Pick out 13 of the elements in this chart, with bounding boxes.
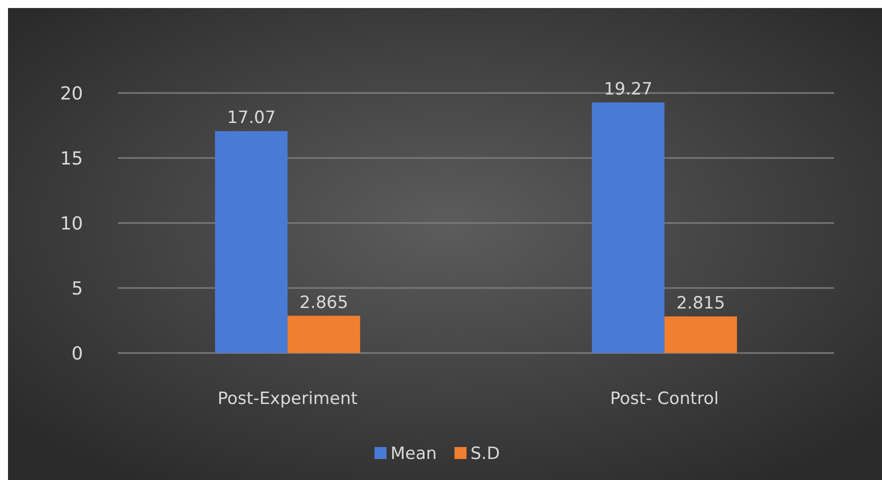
legend-label: Mean bbox=[390, 444, 437, 464]
x-tick-label: Post-Experiment bbox=[218, 388, 358, 409]
y-tick-label: 5 bbox=[72, 278, 83, 300]
data-label: 17.07 bbox=[226, 108, 276, 128]
y-tick-label: 15 bbox=[60, 148, 83, 170]
y-tick-label: 0 bbox=[72, 343, 83, 364]
data-label: 2.815 bbox=[676, 293, 726, 314]
legend-label: S.D bbox=[470, 444, 500, 464]
x-tick-label: Post- Control bbox=[610, 388, 719, 409]
data-label: 2.865 bbox=[300, 292, 348, 313]
y-tick-label: 10 bbox=[60, 213, 83, 234]
y-tick-label: 20 bbox=[60, 83, 83, 104]
data-label: 19.27 bbox=[604, 79, 652, 100]
